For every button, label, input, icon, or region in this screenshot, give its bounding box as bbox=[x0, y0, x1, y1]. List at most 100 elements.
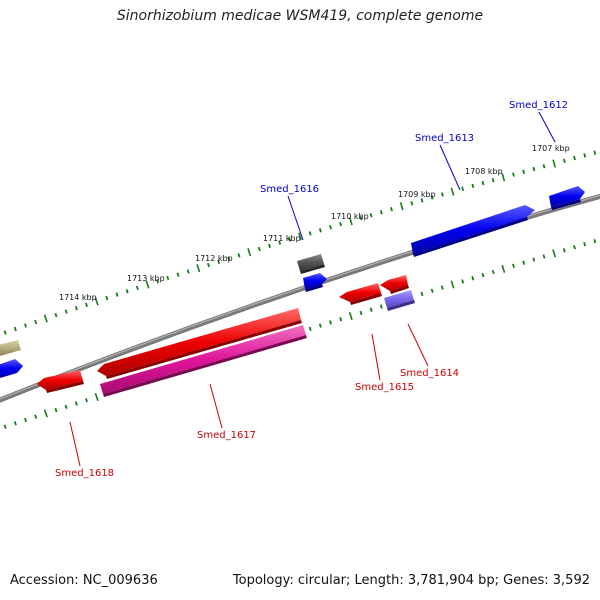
minor-tick bbox=[359, 215, 363, 221]
minor-tick bbox=[329, 320, 332, 325]
major-tick bbox=[552, 249, 557, 258]
tick-label-1714: 1714 kbp bbox=[59, 293, 97, 302]
minor-tick bbox=[440, 192, 444, 197]
minor-tick bbox=[3, 330, 7, 335]
tick-label-1709: 1709 kbp bbox=[398, 190, 436, 199]
minor-tick bbox=[13, 326, 17, 332]
gene-smed-1616-arrow[interactable] bbox=[303, 273, 327, 292]
minor-tick bbox=[522, 169, 526, 174]
minor-tick bbox=[542, 164, 546, 169]
major-tick bbox=[348, 311, 353, 321]
gene-label-smed-1618[interactable]: Smed_1618 bbox=[55, 468, 114, 479]
minor-tick bbox=[278, 240, 282, 245]
minor-tick bbox=[542, 254, 546, 259]
minor-tick bbox=[420, 198, 424, 203]
minor-tick bbox=[329, 225, 332, 230]
gene-label-smed-1613[interactable]: Smed_1613 bbox=[415, 133, 474, 144]
minor-tick bbox=[339, 222, 343, 227]
minor-tick bbox=[3, 424, 7, 429]
minor-tick bbox=[440, 285, 444, 290]
minor-tick bbox=[125, 289, 129, 294]
minor-tick bbox=[308, 326, 312, 331]
minor-tick bbox=[257, 246, 261, 252]
tick-label-1710: 1710 kbp bbox=[331, 212, 369, 221]
minor-tick bbox=[207, 262, 210, 268]
major-tick bbox=[94, 392, 99, 401]
feature-lavender[interactable] bbox=[384, 290, 415, 311]
minor-tick bbox=[135, 285, 139, 291]
gene-smed-1613-arrow[interactable] bbox=[411, 205, 535, 257]
minor-tick bbox=[318, 228, 322, 233]
gene-label-smed-1614[interactable]: Smed_1614 bbox=[400, 368, 459, 379]
major-tick bbox=[399, 202, 404, 211]
gene-smed-1617-arrow[interactable] bbox=[97, 308, 302, 379]
minor-tick bbox=[430, 195, 434, 200]
major-tick bbox=[43, 409, 48, 418]
leader-smed-1614 bbox=[407, 323, 429, 367]
minor-tick bbox=[379, 304, 383, 309]
minor-tick bbox=[471, 276, 475, 281]
minor-tick bbox=[34, 319, 38, 325]
minor-tick bbox=[64, 404, 68, 409]
tick-label-1713: 1713 kbp bbox=[127, 274, 165, 283]
major-tick bbox=[450, 280, 455, 289]
minor-tick bbox=[420, 291, 424, 297]
minor-tick bbox=[461, 279, 465, 284]
minor-tick bbox=[176, 272, 180, 277]
minor-tick bbox=[410, 201, 414, 206]
minor-tick bbox=[532, 257, 536, 262]
feature-gray[interactable] bbox=[297, 254, 325, 274]
gene-smed-1614-arrow[interactable] bbox=[380, 275, 409, 294]
minor-tick bbox=[115, 292, 119, 297]
minor-tick bbox=[308, 231, 312, 236]
gene-label-smed-1612[interactable]: Smed_1612 bbox=[509, 100, 568, 111]
minor-tick bbox=[54, 312, 58, 318]
minor-tick bbox=[64, 309, 68, 314]
gene-smed-1612-arrow[interactable] bbox=[549, 186, 585, 210]
minor-tick bbox=[593, 150, 597, 155]
genome-summary-text: Topology: circular; Length: 3,781,904 bp… bbox=[232, 573, 590, 588]
minor-tick bbox=[54, 407, 58, 413]
leader-smed-1616 bbox=[287, 195, 304, 241]
gene-label-smed-1617[interactable]: Smed_1617 bbox=[197, 430, 256, 441]
feature-olive-partial[interactable] bbox=[0, 340, 21, 356]
minor-tick bbox=[593, 238, 597, 244]
minor-tick bbox=[339, 317, 343, 322]
leader-smed-1618 bbox=[69, 421, 81, 467]
major-tick bbox=[348, 217, 353, 226]
gene-label-smed-1616[interactable]: Smed_1616 bbox=[260, 184, 319, 195]
leader-smed-1613 bbox=[439, 144, 461, 191]
major-tick bbox=[43, 314, 48, 323]
minor-tick bbox=[532, 166, 536, 172]
minor-tick bbox=[318, 323, 322, 328]
minor-tick bbox=[166, 275, 170, 281]
leader-lines bbox=[69, 111, 556, 467]
minor-tick bbox=[13, 421, 17, 426]
gene-label-smed-1615[interactable]: Smed_1615 bbox=[355, 382, 414, 393]
minor-tick bbox=[217, 259, 221, 264]
major-tick bbox=[552, 159, 556, 168]
tick-labels: 1707 kbp 1708 kbp 1709 kbp 1710 kbp 1711… bbox=[59, 144, 570, 302]
minor-tick bbox=[583, 153, 587, 158]
minor-tick bbox=[573, 155, 576, 161]
minor-tick bbox=[379, 209, 383, 215]
minor-tick bbox=[562, 248, 566, 253]
leader-smed-1612 bbox=[538, 111, 556, 143]
minor-tick bbox=[359, 310, 363, 316]
minor-tick bbox=[74, 306, 78, 311]
gene-smed-1618-arrow[interactable] bbox=[37, 370, 84, 393]
minor-tick bbox=[573, 245, 576, 250]
gene-smed-1617-pink-feature[interactable] bbox=[100, 325, 307, 397]
minor-tick bbox=[512, 172, 515, 177]
major-tick bbox=[450, 187, 455, 196]
minor-tick bbox=[491, 269, 495, 275]
feature-blue-partial[interactable] bbox=[0, 359, 23, 378]
gene-smed-1615-arrow[interactable] bbox=[339, 283, 382, 305]
tick-label-1708: 1708 kbp bbox=[465, 167, 503, 176]
leader-smed-1615 bbox=[371, 333, 381, 381]
accession-text: Accession: NC_009636 bbox=[10, 573, 158, 588]
minor-tick bbox=[461, 186, 465, 191]
major-tick bbox=[501, 173, 506, 182]
major-tick bbox=[247, 248, 252, 257]
tick-label-1707: 1707 kbp bbox=[532, 144, 570, 153]
